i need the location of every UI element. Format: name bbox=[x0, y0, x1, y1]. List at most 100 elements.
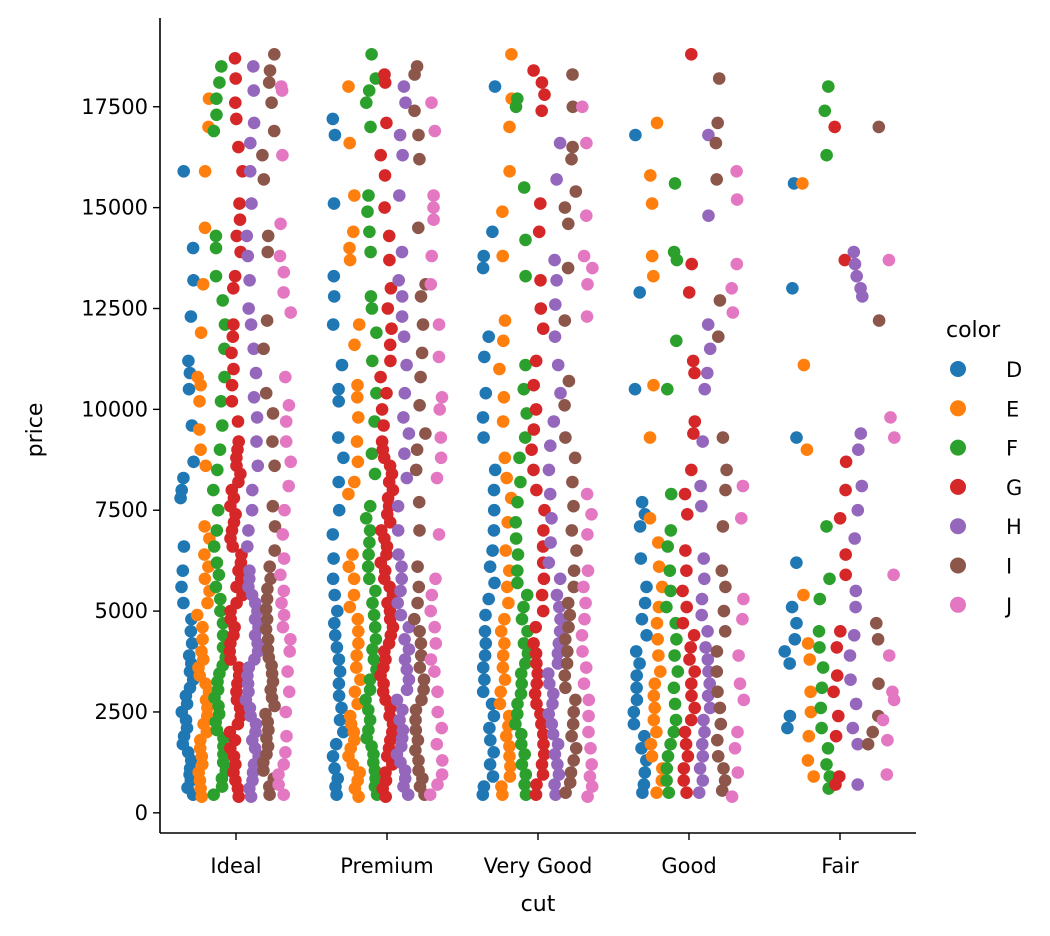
point-D bbox=[635, 495, 649, 509]
point-F bbox=[216, 419, 229, 432]
point-J bbox=[435, 768, 449, 781]
point-H bbox=[542, 667, 555, 680]
point-I bbox=[414, 290, 428, 303]
point-E bbox=[494, 625, 508, 638]
point-E bbox=[650, 725, 663, 739]
point-E bbox=[201, 596, 214, 610]
point-J bbox=[432, 350, 446, 364]
point-I bbox=[265, 96, 278, 109]
point-H bbox=[547, 415, 561, 428]
point-H bbox=[245, 197, 258, 210]
point-F bbox=[363, 683, 377, 697]
point-H bbox=[240, 229, 254, 243]
point-H bbox=[543, 487, 557, 501]
point-D bbox=[487, 524, 501, 537]
point-G bbox=[529, 620, 542, 634]
point-G bbox=[527, 423, 541, 436]
point-E bbox=[198, 165, 212, 178]
point-F bbox=[361, 560, 375, 573]
legend-marker-J bbox=[950, 596, 966, 613]
point-D bbox=[328, 588, 342, 602]
point-F bbox=[660, 774, 673, 787]
point-J bbox=[435, 721, 449, 735]
point-F bbox=[363, 225, 376, 239]
point-E bbox=[652, 560, 666, 573]
point-E bbox=[190, 608, 204, 622]
point-G bbox=[380, 116, 393, 130]
point-D bbox=[482, 592, 496, 606]
point-G bbox=[685, 689, 698, 703]
point-G bbox=[839, 568, 852, 582]
point-D bbox=[326, 528, 340, 541]
point-I bbox=[413, 625, 426, 638]
point-E bbox=[500, 580, 514, 594]
point-E bbox=[807, 770, 820, 783]
point-H bbox=[552, 768, 566, 781]
point-E bbox=[645, 750, 659, 763]
point-E bbox=[198, 221, 212, 235]
point-H bbox=[696, 774, 710, 787]
point-G bbox=[382, 229, 396, 243]
point-D bbox=[478, 350, 491, 364]
point-D bbox=[790, 616, 803, 630]
point-I bbox=[567, 499, 580, 513]
point-G bbox=[232, 140, 245, 154]
point-D bbox=[633, 286, 646, 299]
x-axis-label: cut bbox=[521, 892, 556, 917]
point-I bbox=[416, 318, 430, 331]
point-G bbox=[534, 197, 547, 210]
point-F bbox=[511, 576, 524, 590]
point-F bbox=[210, 108, 223, 122]
point-F bbox=[369, 633, 383, 646]
point-H bbox=[849, 600, 862, 614]
series-J bbox=[272, 80, 901, 803]
point-H bbox=[701, 625, 714, 638]
x-tick-label: Good bbox=[661, 854, 716, 878]
point-F bbox=[362, 703, 375, 717]
point-I bbox=[562, 620, 575, 634]
point-D bbox=[785, 600, 799, 614]
point-G bbox=[537, 748, 551, 761]
point-E bbox=[644, 737, 658, 751]
point-F bbox=[370, 326, 383, 340]
point-G bbox=[225, 378, 239, 392]
point-G bbox=[531, 667, 544, 680]
point-F bbox=[664, 737, 677, 751]
point-D bbox=[187, 455, 200, 469]
point-E bbox=[352, 637, 365, 650]
point-E bbox=[650, 786, 663, 799]
point-G bbox=[535, 76, 549, 89]
point-J bbox=[582, 725, 595, 739]
point-H bbox=[243, 165, 257, 178]
point-D bbox=[331, 772, 345, 785]
point-J bbox=[432, 318, 446, 331]
point-F bbox=[367, 653, 381, 666]
point-I bbox=[718, 625, 732, 638]
legend-label-E: E bbox=[1006, 397, 1019, 421]
point-J bbox=[427, 189, 440, 202]
point-H bbox=[851, 737, 864, 751]
point-G bbox=[677, 774, 690, 787]
point-G bbox=[829, 729, 843, 743]
point-F bbox=[362, 84, 376, 97]
y-tick-label: 7500 bbox=[95, 498, 148, 522]
point-F bbox=[213, 76, 226, 89]
point-G bbox=[688, 415, 702, 428]
point-G bbox=[227, 318, 240, 331]
point-I bbox=[558, 669, 572, 682]
point-F bbox=[513, 451, 526, 465]
point-J bbox=[730, 165, 743, 178]
point-H bbox=[395, 310, 409, 323]
point-J bbox=[282, 399, 296, 412]
point-J bbox=[428, 124, 442, 138]
point-F bbox=[363, 499, 377, 513]
point-G bbox=[378, 169, 392, 182]
point-D bbox=[783, 709, 797, 723]
point-E bbox=[504, 760, 517, 773]
point-E bbox=[343, 241, 356, 255]
point-D bbox=[630, 693, 644, 707]
point-I bbox=[266, 407, 280, 420]
point-D bbox=[337, 725, 350, 739]
point-J bbox=[581, 564, 595, 577]
point-I bbox=[569, 693, 582, 707]
